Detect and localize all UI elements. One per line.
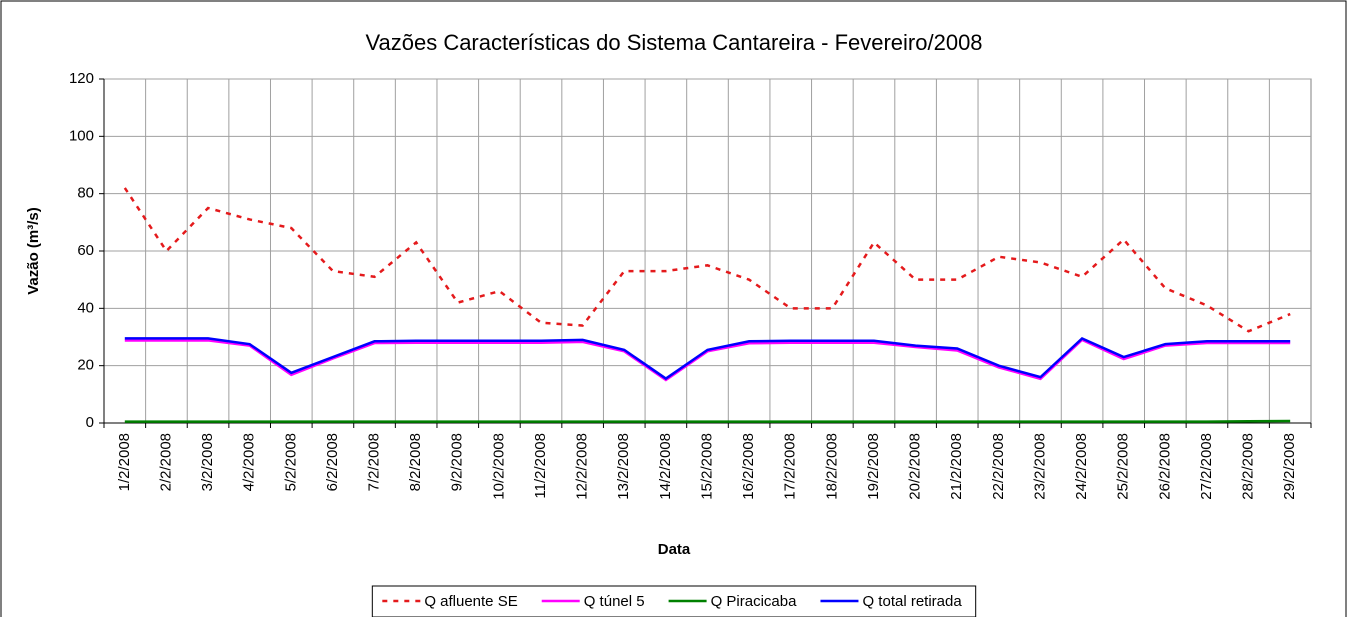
series-line <box>124 419 1291 423</box>
series-line <box>124 336 1291 381</box>
x-tick-label: 18/2/2008 <box>823 433 840 500</box>
legend-label: Q túnel 5 <box>584 593 645 610</box>
y-tick-label: 100 <box>69 127 94 144</box>
y-tick-label: 40 <box>77 299 94 316</box>
legend: Q afluente SE Q túnel 5 Q Piracicaba Q tota… <box>371 585 977 617</box>
x-tick-label: 7/2/2008 <box>366 433 383 491</box>
x-tick-label: 8/2/2008 <box>407 433 424 491</box>
x-tick-label: 29/2/2008 <box>1281 433 1298 500</box>
y-tick-label: 60 <box>77 242 94 259</box>
x-tick-label: 25/2/2008 <box>1115 433 1132 500</box>
x-tick-label: 9/2/2008 <box>449 433 466 491</box>
y-tick-label: 0 <box>86 414 94 431</box>
x-tick-label: 1/2/2008 <box>116 433 133 491</box>
x-tick-label: 28/2/2008 <box>1240 433 1257 500</box>
legend-item: Q afluente SE <box>382 593 518 610</box>
x-tick-label: 15/2/2008 <box>698 433 715 500</box>
x-tick-label: 3/2/2008 <box>199 433 216 491</box>
y-tick-label: 20 <box>77 357 94 374</box>
x-tick-label: 4/2/2008 <box>241 433 258 491</box>
x-tick-label: 22/2/2008 <box>990 433 1007 500</box>
legend-label: Q total retirada <box>862 593 962 610</box>
x-tick-label: 12/2/2008 <box>574 433 591 500</box>
x-tick-label: 5/2/2008 <box>282 433 299 491</box>
chart-title: Vazões Características do Sistema Cantar… <box>365 30 982 55</box>
y-tick-label: 120 <box>69 70 94 87</box>
x-tick-label: 6/2/2008 <box>324 433 341 491</box>
x-tick-label: 2/2/2008 <box>157 433 174 491</box>
x-tick-label: 19/2/2008 <box>865 433 882 500</box>
x-tick-label: 26/2/2008 <box>1156 433 1173 500</box>
x-tick-label: 23/2/2008 <box>1031 433 1048 500</box>
x-tick-label: 10/2/2008 <box>490 433 507 500</box>
x-tick-label: 20/2/2008 <box>907 433 924 500</box>
series-line <box>123 187 1291 333</box>
x-tick-label: 14/2/2008 <box>657 433 674 500</box>
x-axis-title: Data <box>658 541 691 558</box>
x-tick-label: 24/2/2008 <box>1073 433 1090 500</box>
legend-item: Q total retirada <box>820 593 962 610</box>
y-axis-title: Vazão (m³/s) <box>25 207 42 295</box>
legend-label: Q Piracicaba <box>711 593 798 610</box>
x-tick-label: 13/2/2008 <box>615 433 632 500</box>
x-tick-label: 16/2/2008 <box>740 433 757 500</box>
legend-label: Q afluente SE <box>424 593 517 610</box>
y-tick-label: 80 <box>77 185 94 202</box>
legend-item: Q túnel 5 <box>541 593 645 610</box>
x-tick-label: 11/2/2008 <box>532 433 549 499</box>
x-tick-label: 27/2/2008 <box>1198 433 1215 500</box>
legend-item: Q Piracicaba <box>668 593 798 610</box>
x-tick-label: 17/2/2008 <box>782 433 799 500</box>
x-tick-label: 21/2/2008 <box>948 433 965 500</box>
